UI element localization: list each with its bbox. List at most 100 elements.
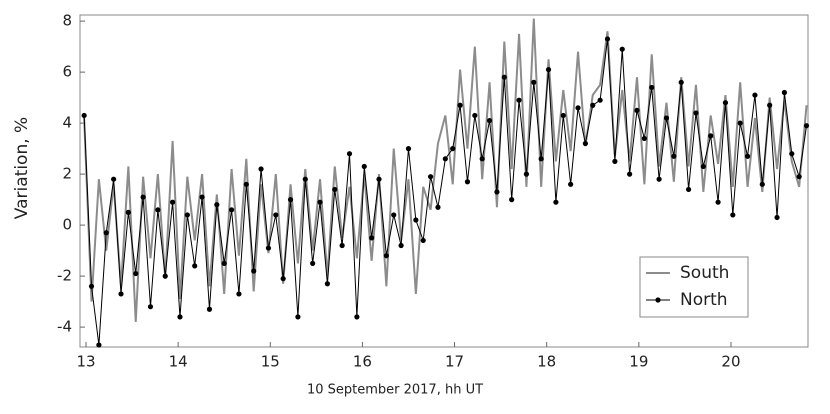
data-point [693,110,699,116]
data-point [472,112,478,119]
data-point [118,291,124,297]
data-point [258,166,264,172]
data-point [663,115,670,121]
data-point [265,245,272,251]
data-point [221,260,227,266]
data-point [597,97,603,103]
data-point [752,92,758,98]
data-point [184,212,190,218]
legend-label: North [680,290,728,310]
data-point [715,199,721,205]
data-point [251,268,257,274]
data-point [287,197,294,203]
y-tick-label: 4 [62,114,72,132]
data-point [391,212,397,218]
data-point [420,237,426,244]
data-point [545,66,552,73]
data-point [88,283,95,289]
data-point [427,174,434,180]
data-point [464,179,471,185]
data-point [531,79,537,85]
data-point [722,100,729,106]
data-point [324,281,330,287]
data-point [523,171,530,177]
data-point [192,263,198,269]
data-point [369,235,375,241]
data-point [568,181,574,187]
data-point [649,84,655,91]
data-point [361,163,367,170]
y-tick-label: 2 [62,165,72,183]
data-point [273,212,279,218]
data-point [457,102,463,108]
data-point [376,176,382,182]
series-line [83,18,808,323]
data-point [730,212,736,218]
x-tick-label: 16 [353,353,372,371]
data-point [486,117,493,124]
data-point [781,89,788,96]
data-point [354,314,360,320]
data-point [133,270,139,277]
data-point [479,156,485,162]
data-point [162,273,168,279]
x-tick-label: 13 [76,353,95,371]
data-point [538,156,544,162]
data-point [435,204,441,210]
data-point [590,102,596,108]
data-point [612,158,618,164]
data-point [339,242,345,249]
x-tick-label: 14 [169,353,188,371]
x-tick-label: 17 [445,353,464,371]
data-point [228,207,235,213]
data-point [383,253,389,259]
data-point [310,260,316,266]
legend-marker [655,297,661,303]
data-point [509,197,515,203]
data-point [685,186,692,193]
data-point [604,36,611,42]
data-point [803,123,810,129]
data-point [678,79,684,85]
data-point [346,151,353,157]
data-point [405,146,412,152]
data-point [206,306,213,312]
legend-box [639,256,749,318]
data-point [111,176,117,182]
data-point [575,105,581,111]
data-point [155,207,161,213]
x-tick-label: 18 [537,353,556,371]
data-point [759,181,765,187]
data-point [302,176,308,182]
data-point [671,153,677,159]
data-point [796,174,802,180]
data-point [280,276,286,282]
data-point [442,156,448,162]
data-point [199,194,205,200]
data-point [413,217,419,223]
y-tick-label: -2 [57,267,72,285]
data-point [170,199,176,205]
data-point [317,199,323,205]
data-point [243,181,249,187]
data-point [789,151,795,157]
x-tick-label: 20 [721,353,740,371]
data-point [81,112,87,119]
data-point [656,176,662,182]
data-point [501,74,507,80]
data-point [214,202,220,208]
y-tick-label: 6 [62,63,72,81]
y-tick-label: 8 [62,12,72,30]
data-point [494,189,500,195]
data-point [553,199,559,205]
y-tick-label: 0 [62,216,72,234]
y-axis-title: Variation, % [12,117,32,219]
data-point [708,133,714,139]
data-point [767,102,773,108]
x-axis-title: 10 September 2017, hh UT [307,383,483,398]
data-point [398,242,404,249]
legend-label: South [680,263,729,283]
data-point [140,194,146,200]
data-point [700,163,706,170]
